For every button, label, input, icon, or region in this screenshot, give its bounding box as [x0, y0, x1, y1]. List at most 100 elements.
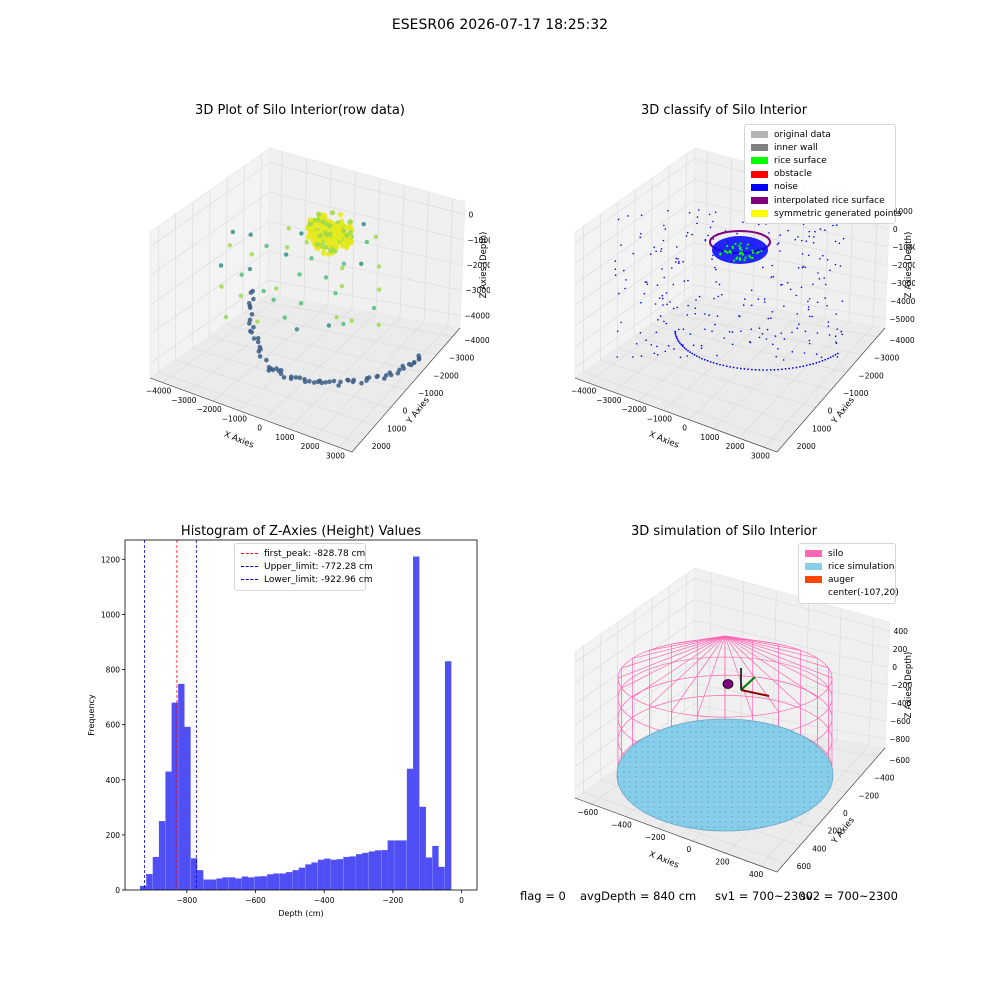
noise-point	[689, 351, 691, 353]
mesh-node	[671, 736, 673, 738]
noise-point	[704, 328, 706, 331]
noise-point	[686, 314, 689, 316]
mesh-node	[719, 776, 721, 778]
data-point	[326, 222, 332, 228]
mesh-node	[749, 781, 751, 783]
mesh-node	[809, 781, 811, 783]
data-point	[348, 239, 355, 245]
noise-point	[698, 209, 700, 211]
mesh-node	[761, 806, 763, 808]
noise-point	[722, 364, 725, 367]
mesh-node	[677, 761, 679, 763]
mesh-node	[803, 801, 805, 803]
mesh-node	[767, 786, 769, 788]
rice-surface-point	[728, 249, 731, 253]
noise-point	[676, 306, 678, 309]
mesh-node	[635, 746, 637, 748]
mesh-node	[695, 786, 697, 788]
mesh-node	[653, 751, 655, 753]
grid-line	[574, 158, 696, 243]
noise-point	[659, 315, 662, 317]
mesh-node	[695, 731, 697, 733]
mesh-node	[665, 771, 667, 773]
histogram-bar	[267, 874, 274, 890]
mesh-node	[785, 741, 787, 743]
mesh-node	[659, 791, 661, 793]
mesh-node	[797, 751, 799, 753]
y-tick-label: 0	[403, 407, 408, 416]
data-point	[312, 221, 318, 227]
noise-point	[834, 263, 837, 266]
mesh-node	[827, 776, 829, 778]
x-axis-label: X Axies	[647, 850, 680, 871]
data-point	[293, 375, 299, 380]
mesh-node	[767, 821, 769, 823]
noise-point	[758, 369, 761, 371]
histogram-bar	[260, 876, 267, 890]
axis-spine	[149, 327, 461, 453]
mesh-node	[731, 806, 733, 808]
mesh-node	[665, 756, 667, 758]
noise-point	[704, 313, 706, 315]
mesh-node	[773, 791, 775, 793]
legend-swatch	[751, 144, 768, 152]
noise-point	[712, 238, 715, 240]
x-tick-label: −600	[578, 808, 599, 817]
y-tick-label: −400	[874, 774, 895, 783]
mesh-node	[671, 726, 673, 728]
noise-point	[667, 344, 670, 347]
data-point	[320, 250, 326, 256]
legend-swatch	[751, 183, 768, 191]
mesh-node	[683, 771, 685, 773]
mesh-node	[755, 751, 757, 753]
noise-point	[807, 254, 810, 257]
z-tick-label: −600	[890, 717, 911, 726]
data-point	[329, 210, 336, 216]
mesh-node	[695, 776, 697, 778]
silo-roof-line	[724, 635, 801, 651]
mesh-node	[821, 766, 823, 768]
z-tick-label: −4000	[890, 297, 915, 306]
z-tick-label: −5000	[889, 315, 915, 324]
histogram-bar	[247, 877, 255, 890]
rice-surface-point	[736, 256, 739, 259]
x-tick-label: 3000	[326, 451, 345, 460]
mesh-node	[803, 736, 805, 738]
noise-point	[827, 325, 829, 328]
grid-line	[574, 179, 695, 264]
data-point	[361, 221, 366, 227]
mesh-node	[725, 746, 727, 748]
grid-line	[694, 599, 890, 650]
mesh-node	[743, 741, 745, 743]
mesh-node	[671, 746, 673, 748]
mesh-node	[683, 736, 685, 738]
noise-point	[695, 299, 697, 301]
legend-swatch	[751, 197, 768, 205]
mesh-node	[737, 821, 739, 823]
mesh-node	[671, 731, 673, 733]
mesh-node	[809, 766, 811, 768]
mesh-node	[773, 821, 775, 823]
mesh-node	[755, 731, 757, 733]
mesh-node	[743, 796, 745, 798]
mesh-node	[797, 796, 799, 798]
noise-point	[754, 368, 757, 371]
mesh-node	[755, 796, 757, 798]
mesh-node	[809, 751, 811, 753]
mesh-node	[815, 781, 817, 783]
data-point	[266, 365, 272, 370]
noise-point	[635, 343, 638, 345]
legend-label: Upper_limit: -772.28 cm	[264, 561, 373, 572]
mesh-node	[785, 736, 787, 738]
data-point	[248, 328, 253, 334]
mesh-node	[713, 771, 715, 773]
histogram-bar	[349, 856, 356, 890]
mesh-node	[767, 776, 769, 778]
histogram-bar	[235, 878, 242, 890]
noise-point	[805, 364, 808, 367]
legend-item: rice simulation	[805, 560, 894, 573]
mesh-node	[641, 741, 643, 743]
noise-point	[786, 282, 789, 284]
mesh-node	[803, 741, 805, 743]
y-tick-label: −200	[858, 791, 879, 800]
